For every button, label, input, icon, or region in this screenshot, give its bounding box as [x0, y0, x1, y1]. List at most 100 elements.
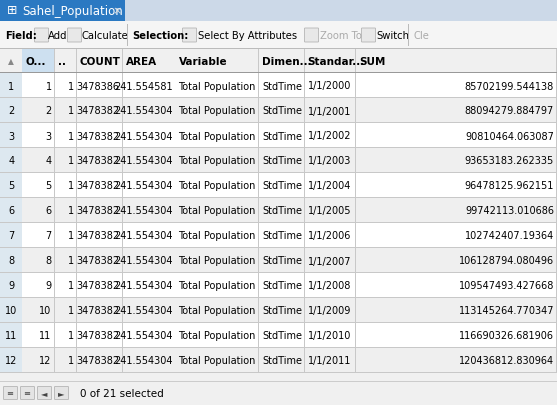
- Text: 3: 3: [8, 131, 14, 141]
- Bar: [122, 348, 123, 373]
- Text: 241.554304: 241.554304: [114, 131, 173, 141]
- Text: StdTime: StdTime: [262, 356, 302, 366]
- Bar: [0, 73, 557, 74]
- Text: 1/1/2002: 1/1/2002: [307, 131, 351, 141]
- Bar: [304, 124, 305, 149]
- Bar: [76, 273, 77, 298]
- Bar: [355, 224, 356, 248]
- Bar: [408, 25, 409, 47]
- Text: 3478382: 3478382: [76, 281, 120, 291]
- Bar: [76, 323, 77, 348]
- Bar: [54, 124, 55, 149]
- Bar: [122, 99, 123, 124]
- Bar: [355, 124, 356, 149]
- Bar: [76, 174, 77, 198]
- Bar: [258, 224, 259, 248]
- Text: SUM: SUM: [359, 57, 385, 67]
- Bar: [556, 174, 557, 198]
- Text: 3478386: 3478386: [76, 81, 120, 91]
- Bar: [304, 323, 305, 348]
- Text: Variable: Variable: [178, 57, 227, 67]
- Text: 3478382: 3478382: [76, 231, 120, 241]
- Bar: [556, 149, 557, 174]
- Bar: [304, 273, 305, 298]
- Bar: [0, 99, 22, 124]
- Text: 109547493.427668: 109547493.427668: [458, 281, 554, 291]
- Bar: [556, 124, 557, 149]
- Text: 10: 10: [5, 306, 17, 316]
- Text: 1: 1: [68, 131, 74, 141]
- Text: Zoom To: Zoom To: [320, 31, 362, 41]
- Text: Field:: Field:: [5, 31, 37, 41]
- Bar: [355, 248, 356, 273]
- Text: ..: ..: [57, 57, 66, 67]
- Text: 241.554304: 241.554304: [114, 331, 173, 341]
- Bar: [556, 224, 557, 248]
- Bar: [0, 198, 22, 224]
- Text: 6: 6: [46, 206, 52, 216]
- Bar: [175, 50, 259, 74]
- Text: 113145264.770347: 113145264.770347: [458, 306, 554, 316]
- Bar: [556, 74, 557, 99]
- Bar: [122, 50, 123, 74]
- Bar: [122, 273, 123, 298]
- Text: Add: Add: [48, 31, 67, 41]
- Text: ►: ►: [58, 388, 64, 398]
- Bar: [76, 99, 77, 124]
- Bar: [0, 347, 557, 348]
- Bar: [122, 149, 123, 174]
- Bar: [54, 174, 55, 198]
- Bar: [22, 50, 55, 74]
- Bar: [122, 124, 123, 149]
- Text: Calculate: Calculate: [82, 31, 129, 41]
- Bar: [0, 348, 557, 373]
- Bar: [76, 298, 77, 323]
- Text: 96478125.962151: 96478125.962151: [465, 181, 554, 191]
- Bar: [76, 74, 77, 99]
- Text: 88094279.884797: 88094279.884797: [465, 106, 554, 116]
- Text: StdTime: StdTime: [262, 181, 302, 191]
- Text: 1/1/2011: 1/1/2011: [307, 356, 351, 366]
- Bar: [258, 124, 259, 149]
- Bar: [304, 74, 305, 99]
- Text: Total Population: Total Population: [178, 306, 256, 316]
- Bar: [0, 50, 557, 74]
- Bar: [0, 323, 557, 348]
- Text: Total Population: Total Population: [178, 106, 256, 116]
- Bar: [0, 323, 22, 348]
- Bar: [0, 273, 557, 298]
- Text: ◄: ◄: [41, 388, 47, 398]
- Text: 1: 1: [68, 356, 74, 366]
- Bar: [355, 74, 356, 99]
- Bar: [304, 298, 305, 323]
- Text: 241.554304: 241.554304: [114, 281, 173, 291]
- Bar: [127, 25, 128, 47]
- FancyBboxPatch shape: [67, 29, 81, 43]
- Text: 10: 10: [40, 306, 52, 316]
- Bar: [355, 348, 356, 373]
- Text: 241.554304: 241.554304: [114, 356, 173, 366]
- Text: 1/1/2010: 1/1/2010: [307, 331, 351, 341]
- Bar: [0, 148, 557, 149]
- Bar: [0, 74, 557, 99]
- Bar: [355, 50, 356, 74]
- Bar: [0, 124, 22, 149]
- Text: 241.554304: 241.554304: [114, 231, 173, 241]
- Bar: [556, 348, 557, 373]
- Text: Total Population: Total Population: [178, 256, 256, 266]
- Text: 1: 1: [68, 106, 74, 116]
- Bar: [304, 174, 305, 198]
- Text: Total Population: Total Population: [178, 131, 256, 141]
- Text: 12: 12: [5, 356, 17, 366]
- Text: 1: 1: [46, 81, 52, 91]
- Bar: [305, 50, 356, 74]
- Text: COUNT: COUNT: [80, 57, 121, 67]
- Text: 1: 1: [68, 281, 74, 291]
- Bar: [556, 50, 557, 74]
- Bar: [122, 74, 123, 99]
- Text: StdTime: StdTime: [262, 131, 302, 141]
- Bar: [54, 323, 55, 348]
- Bar: [122, 248, 123, 273]
- Text: StdTime: StdTime: [262, 256, 302, 266]
- Bar: [258, 323, 259, 348]
